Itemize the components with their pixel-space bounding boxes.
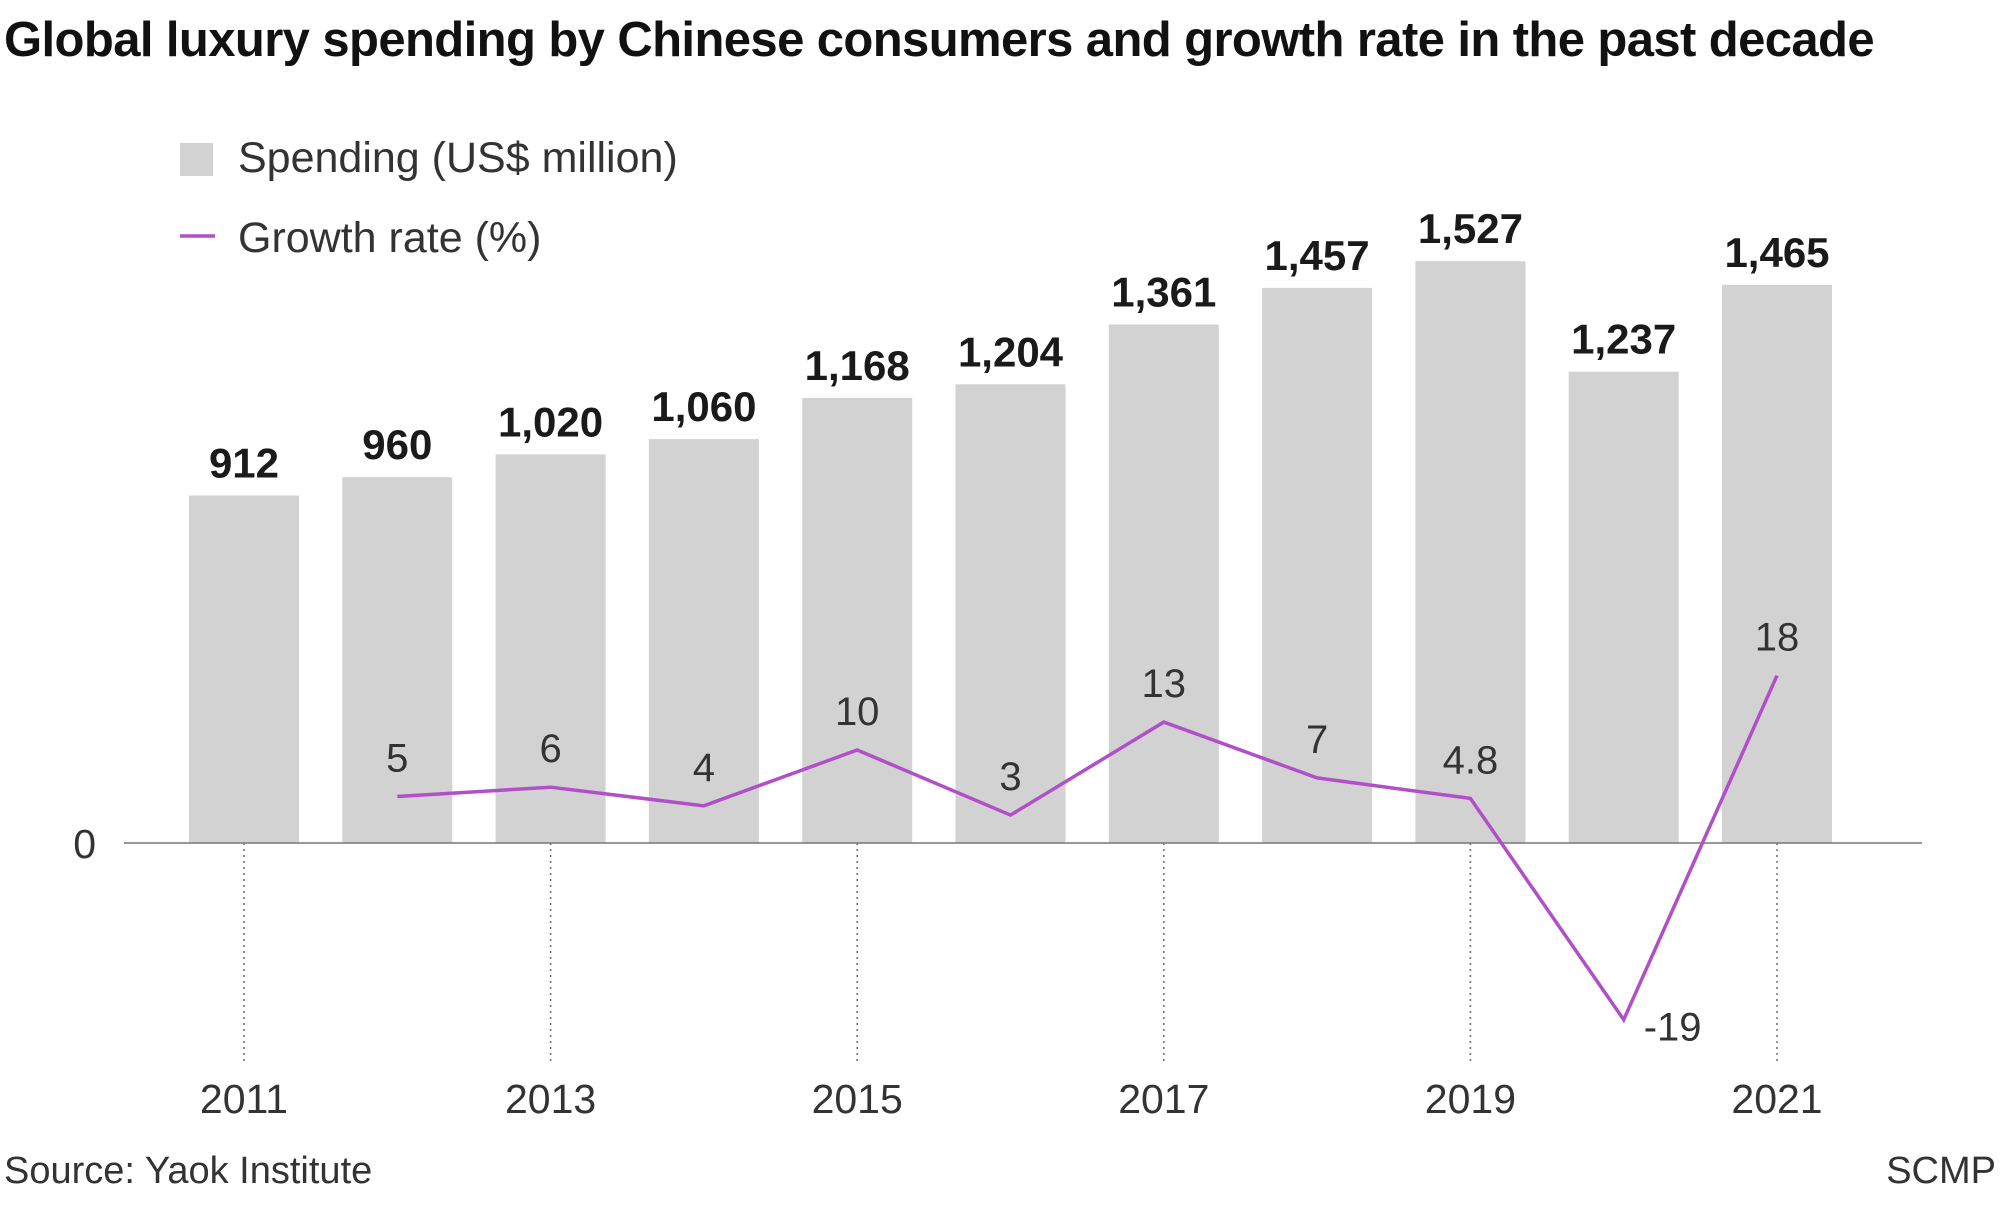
bar-label-2014: 1,060 (651, 383, 756, 430)
growth-label-2016: 3 (999, 755, 1021, 799)
credit: SCMP (1886, 1150, 1996, 1192)
bar-2014 (648, 439, 759, 843)
bar-2016 (955, 384, 1066, 843)
bar-label-2020: 1,237 (1571, 316, 1676, 363)
bar-label-2012: 960 (362, 421, 432, 468)
x-tick-2017: 2017 (1118, 1076, 1209, 1122)
bar-2011 (189, 495, 299, 843)
growth-label-2018: 7 (1306, 718, 1328, 762)
bar-label-2016: 1,204 (958, 328, 1064, 375)
growth-label-2012: 5 (386, 737, 408, 781)
bar-2020 (1568, 371, 1679, 843)
x-tick-2015: 2015 (812, 1076, 903, 1122)
growth-label-2013: 6 (539, 727, 561, 771)
growth-label-2014: 4 (693, 746, 715, 790)
growth-label-2019: 4.8 (1443, 738, 1499, 782)
x-tick-2011: 2011 (200, 1076, 288, 1122)
x-tick-2013: 2013 (505, 1076, 596, 1122)
legend-swatch-spending (180, 143, 213, 176)
y-tick-zero: 0 (73, 821, 96, 867)
bar-2018 (1262, 287, 1373, 843)
legend: Spending (US$ million) Growth rate (%) (180, 134, 678, 262)
legend-label-growth: Growth rate (%) (238, 214, 541, 262)
bar-label-2011: 912 (209, 440, 279, 487)
growth-label-2020: -19 (1644, 1006, 1702, 1050)
bar-2013 (495, 454, 606, 843)
bar-2019 (1415, 261, 1526, 843)
tick-labels: 2011 2013 2015 2017 2019 2021 0 (73, 821, 1822, 1122)
x-tick-2021: 2021 (1731, 1076, 1822, 1122)
legend-label-spending: Spending (US$ million) (238, 134, 678, 182)
growth-label-2017: 13 (1142, 662, 1187, 706)
spending-bars (189, 261, 1832, 844)
bar-label-2015: 1,168 (805, 342, 910, 389)
bar-2017 (1108, 324, 1219, 844)
growth-label-2015: 10 (835, 690, 880, 734)
bar-label-2019: 1,527 (1418, 205, 1523, 252)
bar-label-2021: 1,465 (1724, 229, 1829, 276)
x-tick-guides (243, 843, 1778, 1063)
growth-label-2021: 18 (1755, 616, 1800, 660)
data-labels: 912 960 1,020 1,060 1,168 1,204 1,361 1,457 1,52… (209, 205, 1830, 1049)
bar-label-2017: 1,361 (1111, 268, 1216, 315)
bar-label-2013: 1,020 (498, 398, 603, 445)
bar-2021 (1722, 284, 1832, 844)
source-note: Source: Yaok Institute (4, 1150, 373, 1192)
growth-rate-line (397, 674, 1779, 1024)
bar-2012 (342, 477, 453, 843)
bar-label-2018: 1,457 (1265, 232, 1370, 279)
growth-line-layer (397, 674, 1779, 1024)
chart-title: Global luxury spending by Chinese consum… (4, 13, 1875, 67)
x-tick-2019: 2019 (1425, 1076, 1516, 1122)
bar-2015 (802, 397, 913, 843)
